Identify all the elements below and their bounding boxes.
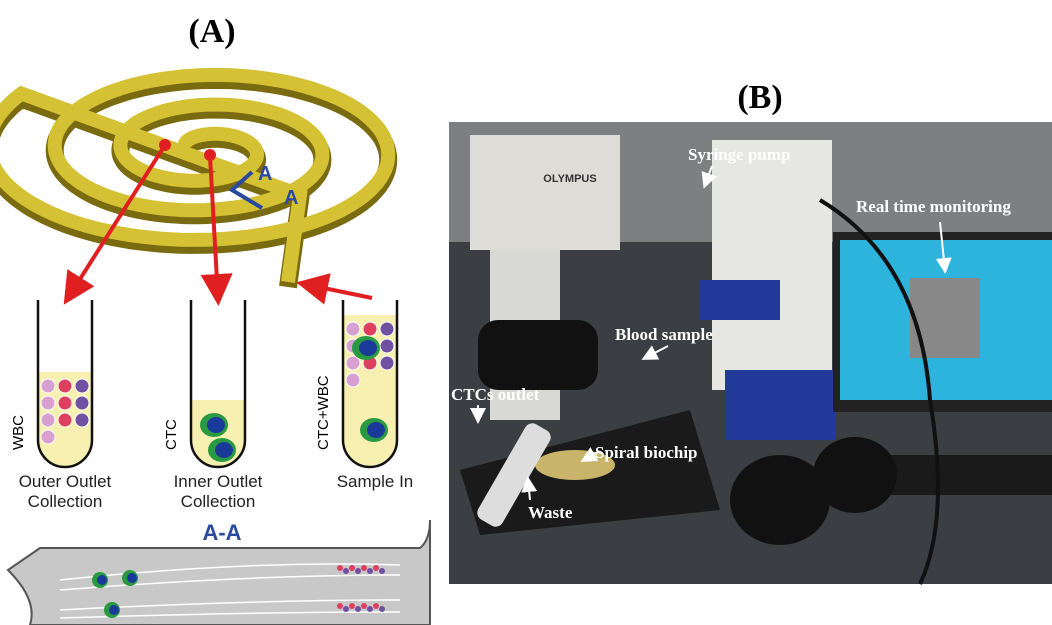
tube-content: WBC xyxy=(10,415,27,450)
cell xyxy=(57,395,73,411)
spiral-channel xyxy=(0,68,398,289)
tube-caption: Inner Outlet xyxy=(174,472,263,491)
section-mark: A xyxy=(258,163,272,185)
tube-caption: Outer Outlet xyxy=(19,472,112,491)
cross-section xyxy=(6,519,431,625)
wbc xyxy=(349,603,355,609)
wbc xyxy=(343,568,349,574)
wbc xyxy=(361,603,367,609)
cell xyxy=(379,338,395,354)
cross-section-cells xyxy=(92,565,385,618)
ctc-nucleus xyxy=(97,575,107,585)
wbc xyxy=(337,565,343,571)
eyepiece xyxy=(730,455,830,545)
cell xyxy=(74,378,90,394)
wbc xyxy=(361,565,367,571)
wbc xyxy=(355,568,361,574)
tube-content: CTC xyxy=(163,419,180,450)
cell xyxy=(40,412,56,428)
waste-tube xyxy=(477,423,551,527)
objective xyxy=(478,320,598,390)
wbc xyxy=(367,568,373,574)
wbc xyxy=(379,568,385,574)
tube-caption: Collection xyxy=(28,492,103,511)
ctc-nucleus xyxy=(109,605,119,615)
cell xyxy=(57,412,73,428)
panel-label: (A) xyxy=(188,13,235,50)
outlet xyxy=(204,149,216,161)
tube-caption: Sample In xyxy=(337,472,414,491)
cell xyxy=(345,372,361,388)
photo-label: Syringe pump xyxy=(688,145,791,164)
cross-section-title: A-A xyxy=(202,520,241,545)
wbc xyxy=(373,603,379,609)
cell xyxy=(345,355,361,371)
pump-stage xyxy=(725,370,835,440)
cell xyxy=(40,429,56,445)
arrow xyxy=(296,273,373,305)
ctc-nucleus xyxy=(367,422,385,438)
cell xyxy=(379,321,395,337)
eyepiece xyxy=(813,437,897,513)
ctc-nucleus xyxy=(359,340,377,356)
cell xyxy=(379,355,395,371)
syringe-pump xyxy=(712,140,832,390)
cell xyxy=(57,378,73,394)
photo-label: Spiral biochip xyxy=(595,443,698,462)
arrow xyxy=(63,143,167,305)
tube xyxy=(341,300,399,469)
brand: OLYMPUS xyxy=(543,173,596,185)
arrow xyxy=(200,155,233,306)
wbc xyxy=(343,606,349,612)
pump-block xyxy=(700,280,780,320)
cell xyxy=(40,378,56,394)
cell xyxy=(74,395,90,411)
channel-top xyxy=(0,68,396,283)
cell xyxy=(40,395,56,411)
panel-label: (B) xyxy=(737,79,782,116)
section-mark: A xyxy=(284,187,298,209)
tube-content: CTC+WBC xyxy=(315,375,332,450)
ctc-nucleus xyxy=(215,442,233,458)
ctc-nucleus xyxy=(127,573,137,583)
wbc xyxy=(379,606,385,612)
ctc-nucleus xyxy=(207,417,225,433)
photo-label: CTCs outlet xyxy=(451,385,540,404)
photo-label: Real time monitoring xyxy=(856,197,1011,216)
wbc xyxy=(349,565,355,571)
wbc xyxy=(367,606,373,612)
wbc xyxy=(355,606,361,612)
photo-label: Waste xyxy=(528,503,573,522)
cell xyxy=(345,321,361,337)
cell xyxy=(362,321,378,337)
cell xyxy=(74,412,90,428)
wbc xyxy=(337,603,343,609)
tube xyxy=(189,300,247,469)
keyboard xyxy=(880,455,1052,495)
tube-caption: Collection xyxy=(181,492,256,511)
section-line xyxy=(228,170,264,210)
microscope-head xyxy=(470,135,620,250)
wbc xyxy=(373,565,379,571)
tube xyxy=(36,300,94,469)
photo-arrows xyxy=(470,165,952,501)
cable xyxy=(818,198,940,585)
photo-label: Blood sample xyxy=(615,325,713,344)
